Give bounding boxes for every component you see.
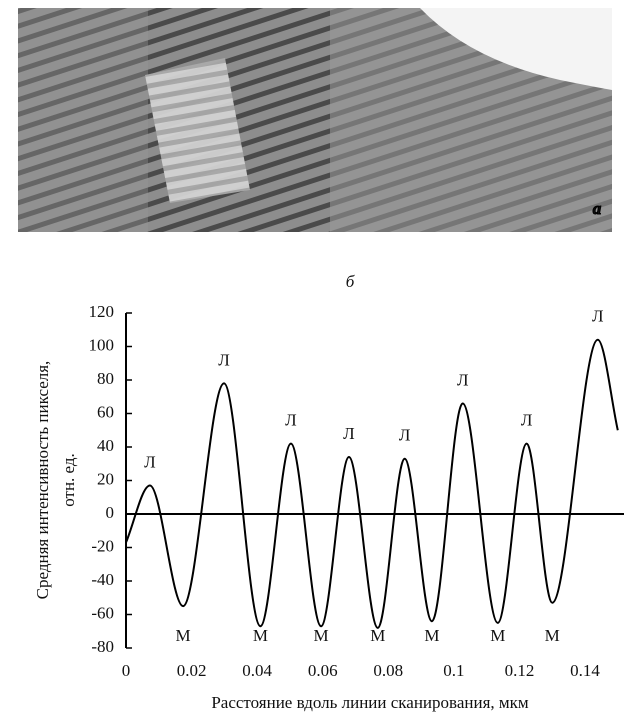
- y-tick-label: 0: [106, 503, 115, 522]
- x-tick-label: 0.1: [443, 661, 464, 680]
- panel-label: a: [593, 199, 602, 218]
- y-tick-label: -60: [91, 603, 114, 622]
- point-label: Л: [457, 370, 469, 389]
- x-tick-label: 0: [122, 661, 131, 680]
- y-tick-label: 80: [97, 369, 114, 388]
- point-label: М: [370, 626, 385, 645]
- point-label: Л: [218, 350, 230, 369]
- y-axis-label: Средняя интенсивность пикселя,: [33, 361, 52, 600]
- point-label: М: [253, 626, 268, 645]
- point-label: Л: [592, 307, 604, 326]
- point-label: Л: [144, 452, 156, 471]
- y-tick-label: 40: [97, 436, 114, 455]
- y-tick-label: -20: [91, 536, 114, 555]
- x-axis-label: Расстояние вдоль линии сканирования, мкм: [211, 693, 529, 712]
- point-label: Л: [285, 411, 297, 430]
- y-tick-label: 20: [97, 469, 114, 488]
- figure: a б Расстояние вдоль линии сканирования,…: [0, 0, 624, 718]
- panel-label: б: [346, 272, 355, 291]
- point-label: Л: [399, 426, 411, 445]
- plot: -80 -60 -40 -20 0 20 40 60 80 100 120 0 0.02 0.04 0.06…: [89, 302, 624, 680]
- point-label: М: [490, 626, 505, 645]
- y-tick-label: -80: [91, 637, 114, 656]
- micrograph: a: [18, 8, 612, 232]
- y-tick-label: 60: [97, 402, 114, 421]
- line: [126, 340, 618, 628]
- x-tick-label: 0.06: [308, 661, 338, 680]
- point-label: Л: [521, 411, 533, 430]
- point-label: М: [314, 626, 329, 645]
- x-tick-label: 0.12: [505, 661, 535, 680]
- x-tick-label: 0.04: [242, 661, 272, 680]
- point-label: Л: [343, 424, 355, 443]
- x-tick-label: 0.02: [177, 661, 207, 680]
- point-label: М: [545, 626, 560, 645]
- y-axis-label: отн. ед.: [59, 453, 78, 507]
- point-label: М: [175, 626, 190, 645]
- y-tick-label: 120: [89, 302, 115, 321]
- x-tick-label: 0.08: [373, 661, 403, 680]
- point-label: М: [424, 626, 439, 645]
- y-tick-label: -40: [91, 570, 114, 589]
- x-tick-label: 0.14: [570, 661, 600, 680]
- y-tick-label: 100: [89, 335, 115, 354]
